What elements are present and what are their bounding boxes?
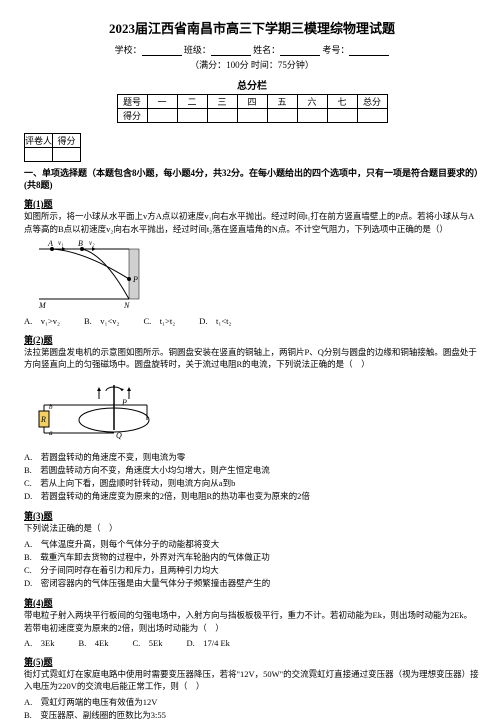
score-label: 得分 [53,134,81,148]
score-cell [327,109,357,123]
svg-text:P: P [121,398,127,407]
svg-text:v₂: v₂ [89,239,95,247]
field-school: 学校： [115,45,142,55]
q3-opt-a: A. 气体温度升高，则每个气体分子的动能都将变大 [24,538,480,551]
score-col: 一 [147,95,177,109]
q4-opt-c: C. 5Ek [132,637,162,649]
q3-label: 第(3)题 [24,509,480,522]
score-cell [357,109,387,123]
q2-label: 第(2)题 [24,333,480,346]
section-heading: 一、单项选择题（本题包含8小题，每小题4分，共32分。在每小题给出的四个选项中，… [24,168,480,191]
svg-text:N: N [123,301,130,309]
q2-options: A. 若圆盘转动的角速度不变，则电流为零 B. 若圆盘转动方向不变，角速度大小均… [24,451,480,504]
score-col: 五 [267,95,297,109]
q3-text: 下列说法正确的是（ ） [24,522,480,534]
q5-label: 第(5)题 [24,655,480,668]
q4-label: 第(4)题 [24,596,480,609]
grader-label: 评卷人 [25,134,53,148]
blank [142,46,182,56]
q4-opt-a: A. 3Ek [24,637,54,649]
svg-text:P: P [132,275,138,284]
score-section-label: 总分栏 [24,77,480,92]
exam-title: 2023届江西省南昌市高三下学期三模理综物理试题 [24,18,480,37]
score-row-label: 得分 [117,109,147,123]
field-examno: 考号： [322,45,349,55]
q4-options: A. 3Ek B. 4Ek C. 5Ek D. 17/4 Ek [24,637,480,649]
score-cell [267,109,297,123]
score-col: 总分 [357,95,387,109]
blank [211,46,251,56]
score-col: 二 [177,95,207,109]
q4-text: 带电粒子射入两块平行板间的匀强电场中，入射方向与挡板板极平行，重力不计。若初动能… [24,609,480,634]
q3-opt-c: C. 分子间同时存在着引力和斥力，且两种引力均大 [24,564,480,577]
grader-table: 评卷人得分 [24,133,81,162]
grader-cell [25,148,53,162]
q2-opt-b: B. 若圆盘转动方向不变，角速度大小均匀增大，则产生恒定电流 [24,464,480,477]
score-col: 三 [207,95,237,109]
score-cell [297,109,327,123]
q1-options: A. v₁>v₂ B. v₁<v₂ C. t₁>t₂ D. t₁<t₂ [24,315,480,327]
svg-text:R: R [40,415,46,424]
field-class: 班级： [184,45,211,55]
score-col: 题号 [117,95,147,109]
q1-label: 第(1)题 [24,197,480,210]
score-cell [237,109,267,123]
score-col: 四 [237,95,267,109]
blank [349,46,389,56]
score-table: 题号 一 二 三 四 五 六 七 总分 得分 [117,94,388,123]
meta-fields: 学校： 班级： 姓名： 考号： [24,43,480,56]
q2-text: 法拉第圆盘发电机的示意图如图所示。铜圆盘安装在竖直的铜轴上，两铜片P、Q分别与圆… [24,346,480,371]
timing: （满分：100分 时间：75分钟） [24,58,480,71]
score-col: 六 [297,95,327,109]
q5-opt-a: A. 霓虹灯两端的电压有效值为12V [24,696,480,709]
q5-opt-b: B. 变压器原、副线圈的匝数比为3:55 [24,709,480,722]
blank [280,46,320,56]
q3-opt-b: B. 载重汽车卸去货物的过程中，外界对汽车轮胎内的气体做正功 [24,551,480,564]
q1-opt-b: B. v₁<v₂ [84,315,120,327]
q3-opt-d: D. 密闭容器内的气体压强是由大量气体分子频繁撞击器壁产生的 [24,577,480,590]
score-cell [177,109,207,123]
q1-opt-d: D. t₁<t₂ [199,315,231,327]
score-cell [147,109,177,123]
svg-text:Q: Q [116,431,122,440]
svg-text:A: A [47,239,53,248]
q5-options: A. 霓虹灯两端的电压有效值为12V B. 变压器原、副线圈的匝数比为3:55 [24,696,480,722]
q3-options: A. 气体温度升高，则每个气体分子的动能都将变大 B. 载重汽车卸去货物的过程中… [24,538,480,591]
q4-opt-b: B. 4Ek [78,637,108,649]
q1-text: 如图所示，将一小球从水平面上v方A点以初速度v₁向右水平抛出。经过时间t₁打在前… [24,210,480,235]
q1-opt-c: C. t₁>t₂ [144,315,176,327]
q2-opt-a: A. 若圆盘转动的角速度不变，则电流为零 [24,451,480,464]
field-name: 姓名： [253,45,280,55]
q1-diagram: A v₁ B v₂ P M N [34,239,480,311]
q4-opt-d: D. 17/4 Ek [186,637,229,649]
score-col: 七 [327,95,357,109]
svg-text:b: b [49,403,53,411]
q2-opt-d: D. 若圆盘转动的角速度变为原来的2倍，则电阻R的热功率也变为原来的2倍 [24,490,480,503]
score-cell [53,148,81,162]
q2-opt-c: C. 若从上向下看，圆盘顺时针转动，则电流方向从a到b [24,477,480,490]
svg-text:v₁: v₁ [58,239,64,247]
q5-text: 街灯式霓虹灯在家庭电路中使用时需要变压器降压，若将"12V，50W"的交流霓虹灯… [24,668,480,693]
q1-opt-a: A. v₁>v₂ [24,315,60,327]
q2-diagram: P Q R b a [34,375,480,447]
svg-text:B: B [78,239,83,248]
svg-text:M: M [38,301,47,309]
score-cell [207,109,237,123]
